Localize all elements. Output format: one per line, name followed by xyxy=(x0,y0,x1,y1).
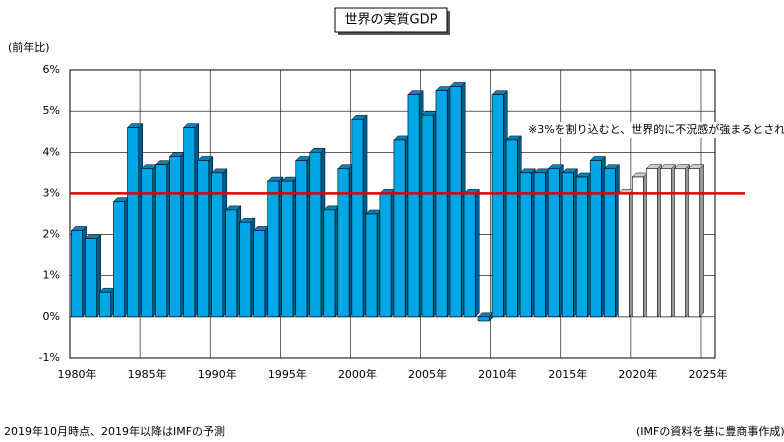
bar xyxy=(463,193,476,318)
bar xyxy=(631,176,644,318)
x-tick-label: 1985年 xyxy=(128,367,167,381)
bar xyxy=(337,168,350,318)
bar xyxy=(674,168,686,318)
bar xyxy=(449,86,462,318)
bar xyxy=(617,193,630,318)
bar xyxy=(547,168,560,318)
bar xyxy=(141,168,154,318)
bar xyxy=(323,209,336,318)
x-tick-label: 1995年 xyxy=(268,367,307,381)
bar xyxy=(253,230,266,318)
x-tick-label: 1980年 xyxy=(58,367,97,381)
y-tick-label: 2% xyxy=(43,228,60,241)
bar xyxy=(211,172,224,318)
y-tick-label: 1% xyxy=(43,269,60,282)
y-tick-label: 5% xyxy=(43,104,60,117)
x-tick-label: 2020年 xyxy=(618,367,657,381)
y-tick-label: 3% xyxy=(43,186,60,199)
source: (IMFの資料を基に豊商事作成) xyxy=(636,424,784,438)
x-tick-label: 2010年 xyxy=(478,367,517,381)
bar xyxy=(505,139,518,318)
x-tick-label: 2005年 xyxy=(408,367,447,381)
y-tick-label: -1% xyxy=(39,351,60,364)
bar xyxy=(575,176,588,318)
bar xyxy=(113,201,125,318)
bar xyxy=(421,114,434,318)
bar xyxy=(603,168,616,318)
bar xyxy=(688,168,700,318)
bar xyxy=(239,221,252,318)
bar xyxy=(197,160,210,318)
bar xyxy=(533,172,546,318)
bar xyxy=(645,168,658,318)
bar xyxy=(99,291,111,318)
bar xyxy=(379,193,392,318)
bar-side xyxy=(474,188,480,318)
bar xyxy=(351,119,364,318)
bar xyxy=(281,180,294,318)
annotation: ※3%を割り込むと、世界的に不況感が強まるとされる xyxy=(528,122,784,136)
bar xyxy=(295,160,308,318)
bar xyxy=(365,213,378,318)
y-tick-label: 4% xyxy=(43,145,60,158)
y-tick-label: 0% xyxy=(43,310,60,323)
bar xyxy=(85,238,97,318)
bar xyxy=(393,139,406,318)
x-tick-label: 2015年 xyxy=(548,367,587,381)
bar xyxy=(660,168,672,318)
bar xyxy=(491,94,504,318)
x-tick-label: 1990年 xyxy=(198,367,237,381)
y-tick-label: 6% xyxy=(43,63,60,76)
bar xyxy=(267,180,280,318)
bar xyxy=(309,151,322,318)
note: 2019年10月時点、2019年以降はIMFの予測 xyxy=(4,424,225,438)
bar xyxy=(71,230,83,318)
title-box xyxy=(334,7,448,33)
bar xyxy=(225,209,238,318)
bar xyxy=(407,94,420,318)
bar xyxy=(561,172,574,318)
bar xyxy=(169,156,182,318)
bar xyxy=(435,90,448,318)
bar xyxy=(519,172,532,318)
bar-side xyxy=(699,164,704,318)
annotation-bg xyxy=(526,122,784,138)
x-tick-label: 2025年 xyxy=(688,367,727,381)
y-axis-label: (前年比) xyxy=(8,40,50,54)
bar xyxy=(155,164,168,318)
bar xyxy=(127,127,140,318)
bar xyxy=(589,160,602,318)
chart-title: 世界の実質GDP xyxy=(345,12,438,28)
bar xyxy=(477,316,490,322)
bar xyxy=(183,127,196,318)
x-tick-label: 2000年 xyxy=(338,367,377,381)
